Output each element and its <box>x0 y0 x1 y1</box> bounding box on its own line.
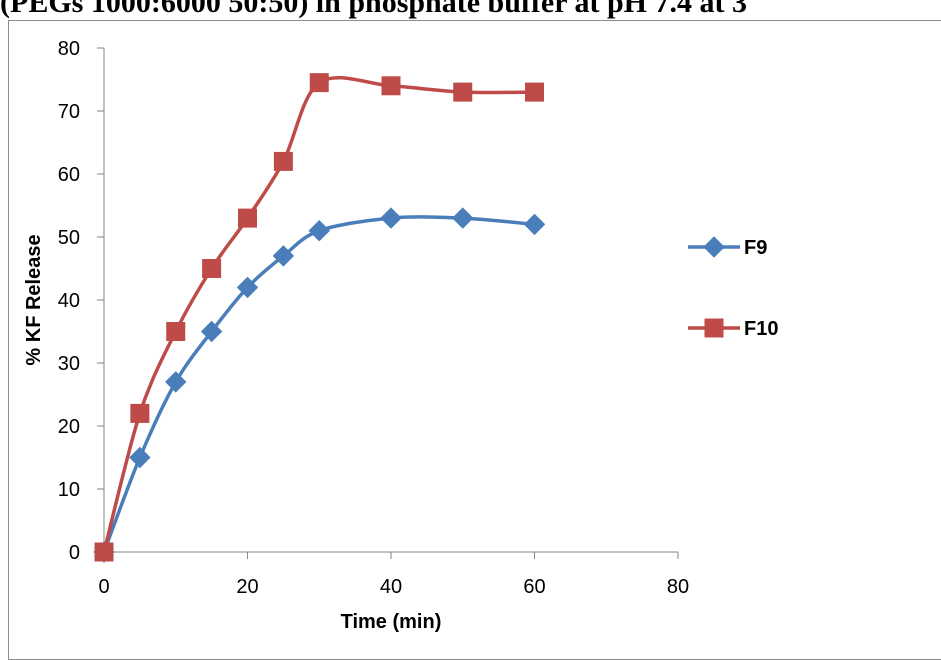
data-point-f9 <box>129 446 151 469</box>
data-point-f9 <box>523 213 546 236</box>
data-point-f10 <box>238 208 257 228</box>
series-layer <box>93 73 546 563</box>
tick-labels: 0 10 20 30 40 50 60 70 80 0 20 40 60 80 <box>58 38 689 598</box>
y-tick-label: 80 <box>58 38 80 60</box>
data-point-f9 <box>452 207 474 229</box>
y-tick-label: 20 <box>58 416 80 438</box>
y-tick-label: 30 <box>58 353 80 375</box>
x-tick-label: 80 <box>667 576 689 598</box>
legend-marker <box>703 236 725 258</box>
data-point-f10 <box>525 82 544 102</box>
data-point-f9 <box>308 219 330 242</box>
legend: F9 F10 <box>688 236 778 340</box>
legend-entry-f10: F10 <box>688 318 778 340</box>
data-point-f10 <box>453 82 473 102</box>
y-tick-label: 10 <box>58 479 80 501</box>
x-tick-label: 0 <box>98 576 109 598</box>
x-tick-label: 60 <box>523 576 545 598</box>
data-point-f10 <box>94 542 114 562</box>
data-point-f9 <box>272 245 295 267</box>
legend-marker <box>704 318 724 338</box>
data-point-f9 <box>380 207 402 229</box>
chart-axes <box>97 47 679 559</box>
data-point-f10 <box>166 322 186 341</box>
legend-label: F9 <box>744 237 767 259</box>
data-point-f10 <box>273 151 293 171</box>
y-tick-label: 50 <box>58 227 80 249</box>
y-tick-label: 40 <box>58 290 80 312</box>
release-chart: 0 10 20 30 40 50 60 70 80 0 20 40 60 80 F9 F10 Time (m… <box>23 38 778 633</box>
y-tick-label: 0 <box>69 542 80 564</box>
x-axis-label: Time (min) <box>341 611 442 633</box>
y-axis-label: % KF Release <box>23 234 45 365</box>
y-tick-label: 60 <box>58 164 80 186</box>
series-line-f9 <box>102 215 535 553</box>
data-point-f9 <box>200 320 223 343</box>
series-line-f10 <box>102 76 535 553</box>
legend-entry-f9: F9 <box>688 236 767 259</box>
data-point-f9 <box>165 371 187 393</box>
data-point-f10 <box>381 76 401 96</box>
x-tick-label: 20 <box>236 576 258 598</box>
data-point-f10 <box>309 73 329 93</box>
page-title: (PEGs 1000:6000 50:50) in phosphate buff… <box>0 0 747 19</box>
data-point-f9 <box>236 276 259 299</box>
series-f10 <box>94 73 544 562</box>
y-tick-label: 70 <box>58 101 80 123</box>
x-tick-label: 40 <box>380 576 402 598</box>
series-f9 <box>93 207 546 563</box>
data-point-f10 <box>202 259 222 278</box>
data-point-f10 <box>130 403 150 423</box>
legend-label: F10 <box>744 318 778 340</box>
